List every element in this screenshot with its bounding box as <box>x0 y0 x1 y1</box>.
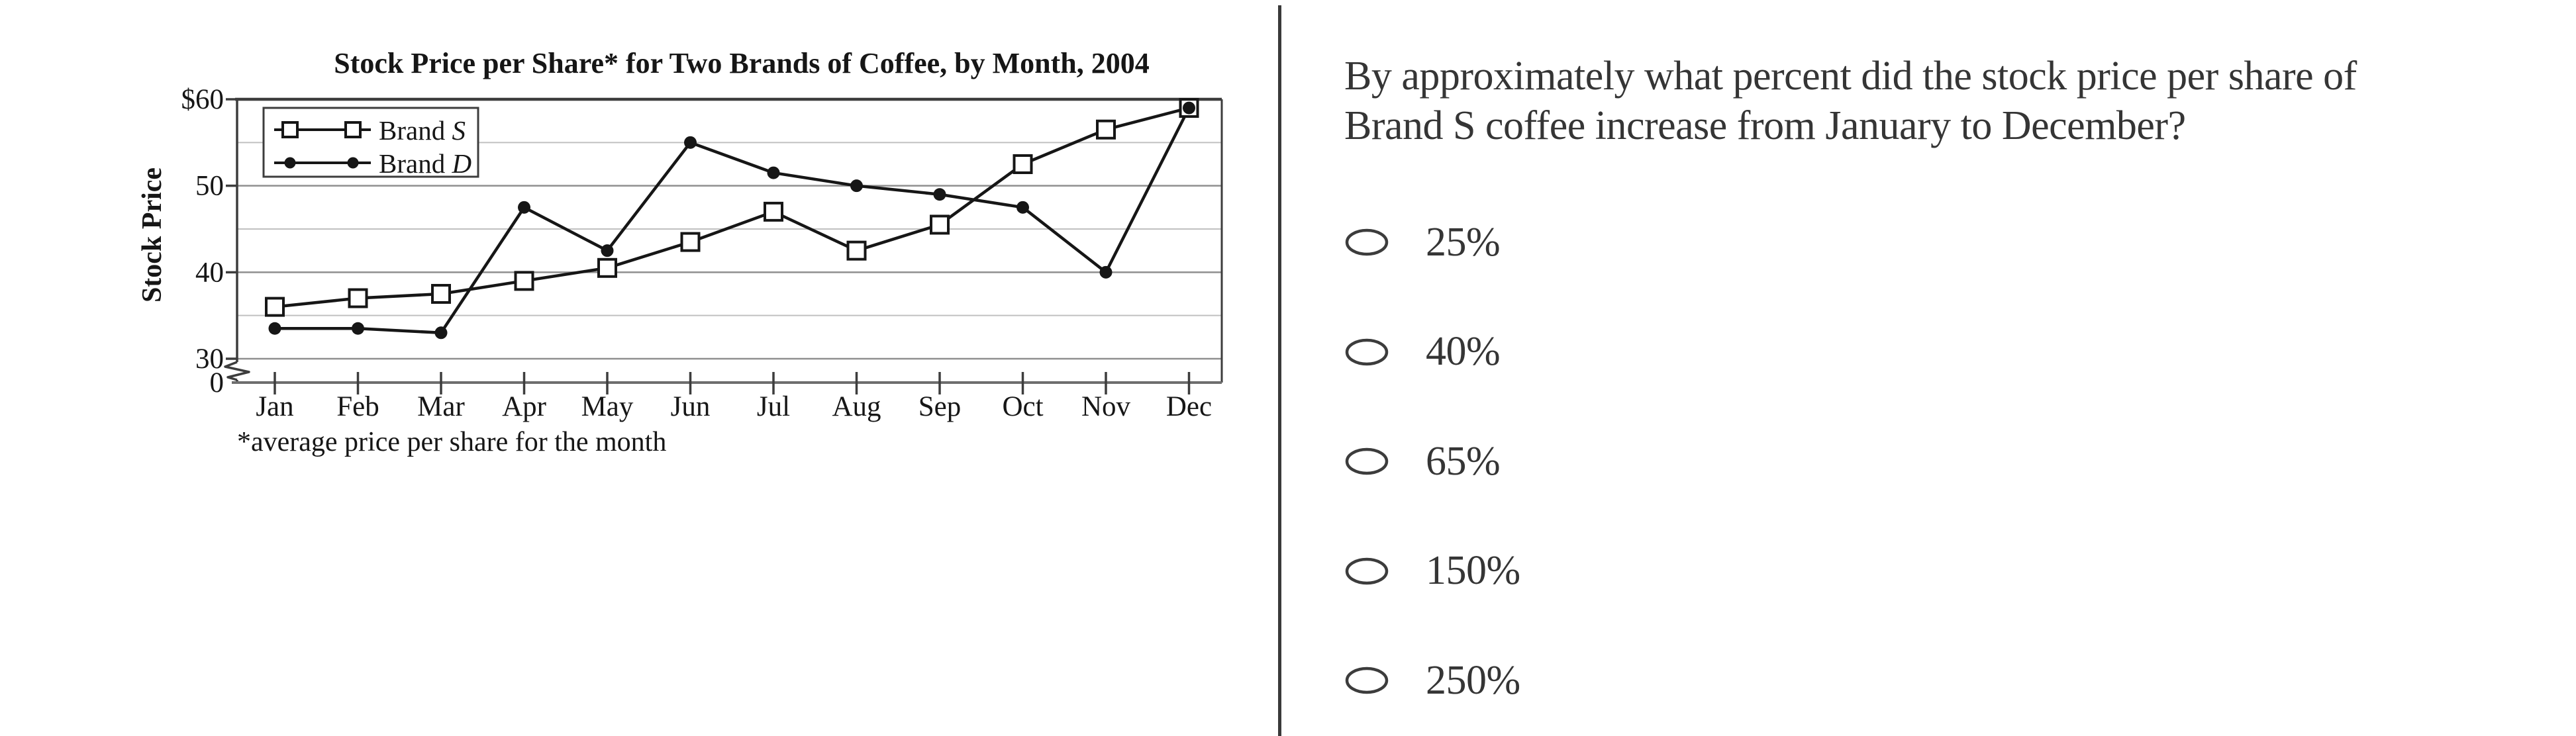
answer-option-65[interactable]: 65% <box>1344 426 1501 496</box>
radio-button-icon[interactable] <box>1344 665 1389 696</box>
marker-brand-s <box>930 214 950 235</box>
marker-brand-d <box>352 322 364 335</box>
y-axis-title: Stock Price <box>137 167 168 302</box>
marker-brand-d <box>601 244 614 257</box>
question-line: By approximately what percent did the st… <box>1344 54 2357 99</box>
radio-ellipse[interactable] <box>1345 228 1389 256</box>
x-tick-label: Feb <box>336 391 379 422</box>
radio-button-icon[interactable] <box>1344 337 1389 367</box>
marker-brand-s <box>348 288 368 308</box>
stock-price-chart: $60 50 40 300 Jan Feb Mar Apr May Jun Jul Aug Sep Oct… <box>137 47 1223 457</box>
marker-brand-d <box>1099 265 1113 279</box>
option-label: 65% <box>1426 438 1501 484</box>
marker-brand-s <box>265 297 285 317</box>
answer-option-150[interactable]: 150% <box>1344 536 1520 606</box>
option-label: 40% <box>1426 329 1501 374</box>
radio-button-icon[interactable] <box>1344 446 1389 477</box>
y-tick-label: 0 <box>210 367 224 398</box>
marker-brand-d <box>268 322 281 335</box>
marker-brand-d <box>684 136 697 149</box>
question-panel: By approximately what percent did the st… <box>1281 0 2576 736</box>
x-tick-label: Jan <box>256 391 293 422</box>
x-tick-label: Nov <box>1081 391 1131 422</box>
x-tick-label: Dec <box>1166 391 1212 422</box>
legend-marker-dot <box>347 157 359 169</box>
legend-label: Brand S <box>379 115 466 146</box>
option-label: 25% <box>1426 219 1501 265</box>
answer-option-250[interactable]: 250% <box>1344 645 1520 715</box>
marker-brand-s <box>597 257 617 278</box>
marker-brand-d <box>767 166 780 179</box>
question-line: Brand S coffee increase from January to … <box>1344 103 2186 148</box>
radio-ellipse[interactable] <box>1345 447 1389 475</box>
chart-panel: $60 50 40 30 0 Jan Feb Mar Apr May Jun Jul Aug Sep Oct… <box>0 0 1278 736</box>
x-tick-label: Jul <box>757 391 790 422</box>
marker-brand-d <box>434 326 448 340</box>
marker-brand-s <box>514 271 534 291</box>
legend-marker-square <box>281 121 299 138</box>
legend-box <box>262 107 479 178</box>
radio-button-icon[interactable] <box>1344 227 1389 257</box>
legend-marker-dot <box>284 157 296 169</box>
legend-marker-square <box>344 121 362 138</box>
x-tick-label: Jun <box>671 391 711 422</box>
option-label: 150% <box>1426 548 1520 593</box>
marker-brand-d <box>850 179 863 193</box>
y-tick-label: 30 <box>195 344 224 375</box>
answer-option-25[interactable]: 25% <box>1344 207 1501 277</box>
x-tick-label: Mar <box>417 391 465 422</box>
chart-title: Stock Price per Share* for Two Brands of… <box>334 47 1150 79</box>
y-axis-break-icon <box>224 361 250 381</box>
x-tick-label: May <box>581 391 634 422</box>
marker-brand-s <box>431 283 451 304</box>
answer-option-40[interactable]: 40% <box>1344 317 1501 387</box>
marker-brand-d <box>1183 101 1195 115</box>
marker-brand-s <box>846 240 867 261</box>
marker-brand-d <box>933 188 946 201</box>
option-label: 250% <box>1426 657 1520 703</box>
y-tick-label: 50 <box>195 171 224 202</box>
radio-ellipse[interactable] <box>1345 557 1389 584</box>
y-tick-label: $60 <box>181 84 224 115</box>
marker-brand-d <box>518 201 530 214</box>
radio-ellipse[interactable] <box>1345 338 1389 365</box>
radio-button-icon[interactable] <box>1344 556 1389 586</box>
radio-ellipse[interactable] <box>1345 667 1389 694</box>
x-tick-label: Oct <box>1002 391 1043 422</box>
question-text: By approximately what percent did the st… <box>1344 52 2357 151</box>
x-tick-label: Sep <box>918 391 962 422</box>
legend-label: Brand D <box>379 148 471 179</box>
marker-brand-s <box>1096 119 1116 140</box>
panel-divider <box>1278 5 1281 736</box>
marker-brand-s <box>1013 154 1033 174</box>
series-line-brand-s <box>273 106 1191 308</box>
y-tick-label: 40 <box>195 257 224 288</box>
marker-brand-s <box>680 232 701 252</box>
x-tick-label: Aug <box>832 391 881 422</box>
marker-brand-s <box>764 201 783 222</box>
chart-footnote: *average price per share for the month <box>237 427 666 457</box>
x-tick-label: Apr <box>502 391 546 422</box>
marker-brand-d <box>1016 201 1029 214</box>
series-line-brand-d <box>273 106 1191 335</box>
